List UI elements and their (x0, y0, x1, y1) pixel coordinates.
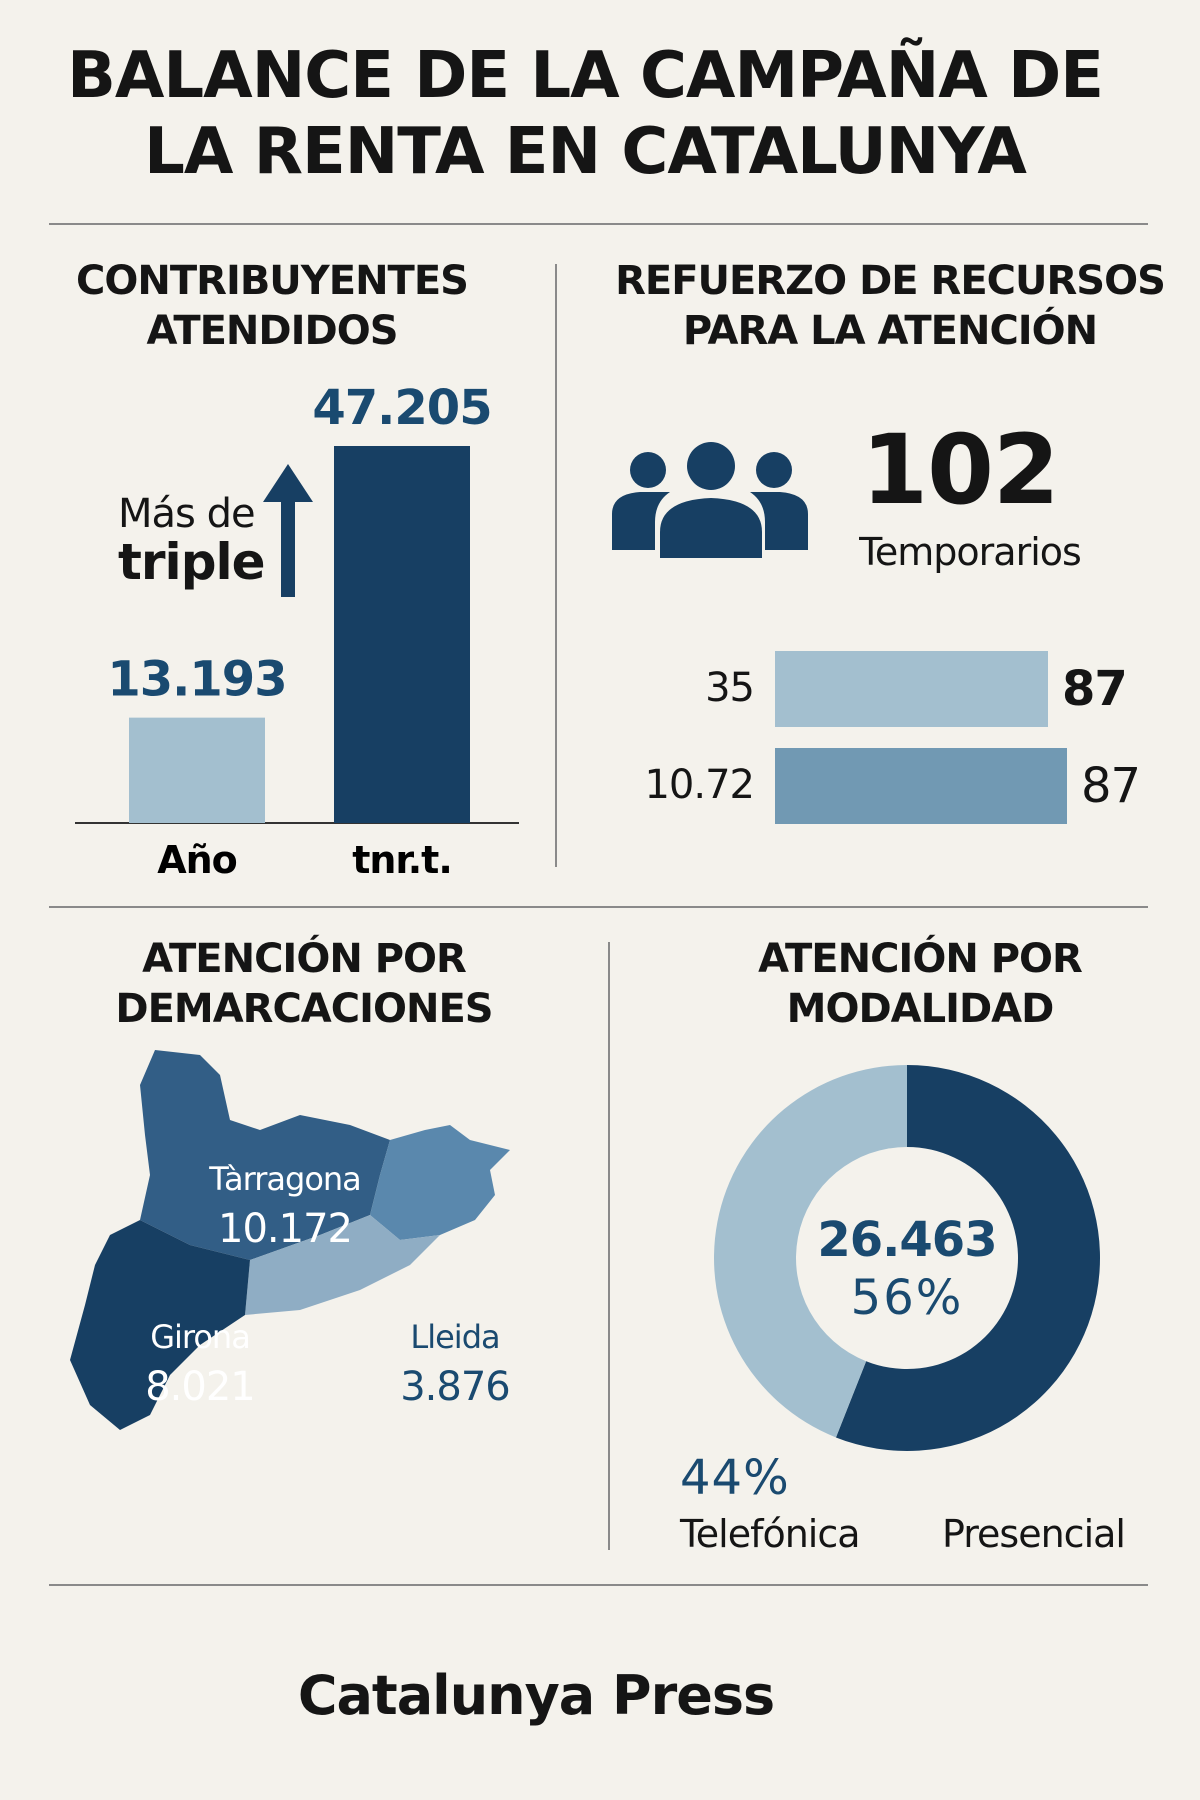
modalidad-title-line-2: MODALIDAD (786, 986, 1055, 1032)
contribuyentes-chart: 13.193 Año 47.205 tnr.t. (75, 380, 519, 882)
resource-bar (775, 748, 1067, 824)
resource-bar-left-label: 35 (705, 665, 755, 711)
title-line-2: LA RENTA EN CATALUNYA (144, 115, 1027, 189)
demarcaciones-title-line-2: DEMARCACIONES (115, 986, 493, 1032)
catalonia-map (70, 1050, 510, 1430)
bar-0 (129, 717, 265, 823)
map-region-value: 8.021 (145, 1364, 256, 1410)
people-icon (612, 442, 808, 558)
divider-vertical-bottom (608, 942, 610, 1550)
recursos-title: REFUERZO DE RECURSOS PARA LA ATENCIÓN (600, 256, 1180, 356)
contribuyentes-title: CONTRIBUYENTES ATENDIDOS (40, 256, 504, 356)
up-arrow-icon (263, 464, 313, 597)
recursos-title-line-1: REFUERZO DE RECURSOS (615, 258, 1166, 304)
demarcaciones-title-line-1: ATENCIÓN POR (142, 936, 467, 982)
map-region-name: Lleida (410, 1318, 500, 1356)
bar-1 (334, 446, 470, 823)
donut-slice-presencial (835, 1065, 1100, 1451)
map-region-value: 3.876 (400, 1364, 511, 1410)
bar-category-label: tnr.t. (352, 838, 452, 882)
legend-telefonica: Telefónica (680, 1512, 861, 1556)
donut-slice-telefónica (714, 1065, 907, 1438)
map-region-north (140, 1050, 390, 1260)
temporarios-count: 102 (861, 414, 1059, 526)
recursos-title-line-2: PARA LA ATENCIÓN (682, 308, 1098, 354)
annotation-line-2: triple (118, 533, 266, 591)
footer-brand: Catalunya Press (297, 1664, 775, 1727)
telefonica-pct: 44% (680, 1450, 790, 1506)
resource-bar-right-label: 87 (1062, 661, 1128, 717)
resource-bar-left-label: 10.72 (644, 762, 755, 808)
bar-value-label: 47.205 (312, 380, 491, 436)
divider-top (49, 223, 1148, 225)
bar-value-label: 13.193 (107, 652, 286, 708)
map-region-name: Tàrragona (209, 1160, 362, 1198)
triple-annotation: Más de triple (118, 490, 266, 591)
legend-presencial: Presencial (942, 1512, 1126, 1556)
map-region-east (370, 1125, 510, 1240)
map-region-south (70, 1220, 250, 1430)
divider-vertical-top (555, 264, 557, 867)
title-line-1: BALANCE DE LA CAMPAÑA DE (67, 39, 1104, 113)
bar-category-label: Año (157, 838, 237, 882)
demarcaciones-title: ATENCIÓN POR DEMARCACIONES (60, 934, 548, 1034)
donut-center-value: 26.463 (817, 1212, 997, 1268)
divider-bottom (49, 1584, 1148, 1586)
resource-bar (775, 651, 1048, 727)
divider-middle (49, 906, 1148, 908)
map-region-coast (245, 1215, 440, 1315)
contribuyentes-title-line-1: CONTRIBUYENTES (76, 258, 469, 304)
map-region-name: Girona (150, 1318, 251, 1356)
temporarios-label: Temporarios (859, 530, 1082, 574)
resource-bar-right-label: 87 (1081, 758, 1141, 814)
map-region-value: 10.172 (218, 1206, 353, 1252)
contribuyentes-title-line-2: ATENDIDOS (146, 308, 398, 354)
donut-center-pct: 56% (850, 1270, 964, 1326)
modalidad-title-line-1: ATENCIÓN POR (758, 936, 1083, 982)
page-title: BALANCE DE LA CAMPAÑA DE LA RENTA EN CAT… (0, 38, 1170, 190)
donut-chart (714, 1065, 1100, 1451)
modalidad-title: ATENCIÓN POR MODALIDAD (680, 934, 1160, 1034)
annotation-line-1: Más de (118, 491, 256, 537)
